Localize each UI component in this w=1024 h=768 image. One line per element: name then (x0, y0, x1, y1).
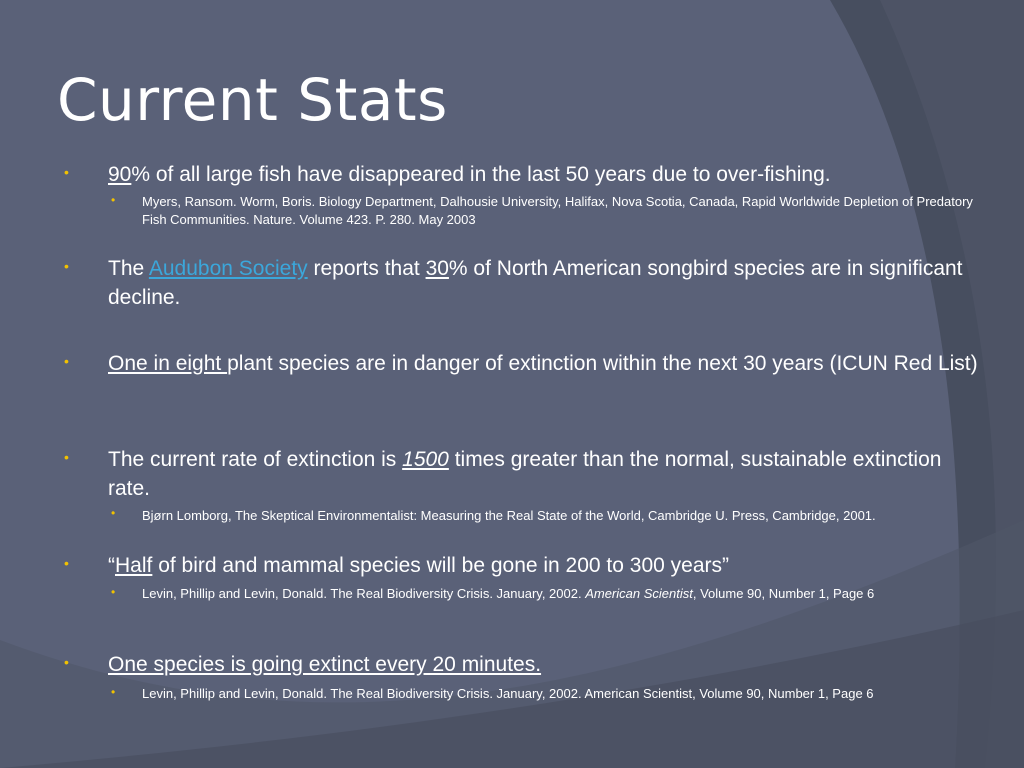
citation-text: Myers, Ransom. Worm, Boris. Biology Depa… (142, 194, 973, 227)
citation-rest: , Volume 90, Number 1, Page 6 (692, 586, 875, 601)
citation-text: Levin, Phillip and Levin, Donald. The Re… (142, 585, 990, 603)
bullet-text-rest: % of North American songbird species are… (108, 257, 963, 309)
citation-text: Levin, Phillip and Levin, Donald. The Re… (142, 686, 874, 701)
bullet-text-lead: The current rate of extinction is (108, 448, 403, 471)
bullet-text-rest: plant species are in danger of extinctio… (227, 352, 978, 375)
bullet-marker: • (64, 555, 69, 571)
bullet-text-mid: reports that (307, 257, 426, 280)
bullet-text-rest: of bird and mammal species will be gone … (152, 554, 729, 577)
bullet-text: One in eight plant species are in danger… (108, 349, 988, 378)
sub-bullet-marker: • (111, 585, 116, 599)
bullet-text: 90% of all large fish have disappeared i… (108, 160, 988, 189)
underlined-stat: 1500 (402, 448, 449, 471)
audubon-society-link[interactable]: Audubon Society (148, 257, 308, 280)
slide-title: Current Stats (57, 66, 448, 134)
underlined-stat: 90 (108, 163, 132, 186)
journal-name: American Scientist (585, 586, 693, 601)
bullet-text: One species is going extinct every 20 mi… (108, 650, 988, 679)
sub-bullet-marker: • (111, 685, 116, 699)
bullet-marker: • (64, 258, 69, 274)
bullet-marker: • (64, 654, 69, 670)
bullet-text: The current rate of extinction is 1500 t… (108, 445, 988, 503)
underlined-stat: One species is going extinct every 20 mi… (108, 653, 542, 676)
underlined-stat: 30 (425, 257, 449, 280)
sub-bullet-marker: • (111, 193, 116, 207)
citation-lead: Levin, Phillip and Levin, Donald. The Re… (142, 586, 586, 601)
sub-bullet-marker: • (111, 506, 116, 520)
bullet-marker: • (64, 353, 69, 369)
citation-text: Bjørn Lomborg, The Skeptical Environment… (142, 508, 876, 523)
bullet-text: The Audubon Society reports that 30% of … (108, 254, 988, 312)
bullet-marker: • (64, 164, 69, 180)
underlined-stat: One in eight (108, 352, 228, 375)
bullet-text-rest: times greater than the normal, sustainab… (108, 448, 942, 500)
bullet-text-lead: “ (108, 554, 115, 577)
bullet-text: “Half of bird and mammal species will be… (108, 551, 988, 580)
underlined-stat: Half (115, 554, 153, 577)
bullet-text-rest: % of all large fish have disappeared in … (131, 163, 831, 186)
bullet-marker: • (64, 449, 69, 465)
bullet-text-lead: The (108, 257, 149, 280)
